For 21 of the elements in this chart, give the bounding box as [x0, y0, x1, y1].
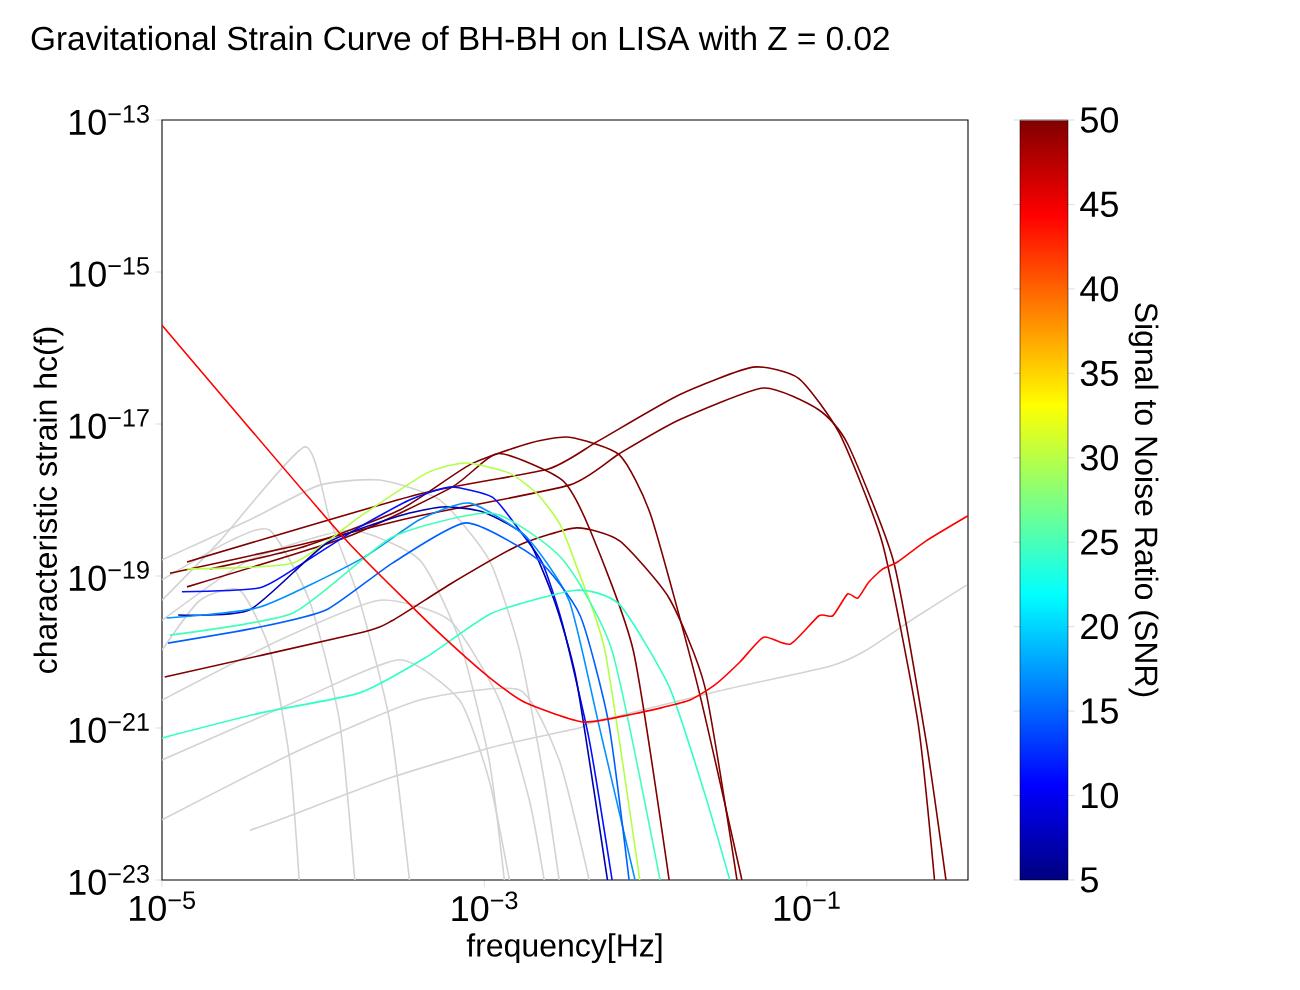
y-axis-title: characteristic strain hc(f): [33, 327, 64, 673]
color-bar-label: 20: [1081, 613, 1118, 640]
x-tick-label: 10$^{−3}$: [452, 891, 518, 922]
x-tick-label: 10$^{−1}$: [774, 891, 840, 922]
y-tick-label: 10$^{−17}$: [69, 409, 149, 439]
chart-title: Gravitational Strain Curve of BH-BH on LISA with Z = 0.02: [31, 25, 889, 51]
y-tick-label: 10$^{−19}$: [69, 561, 149, 592]
y-tick-label: 10$^{−21}$: [69, 713, 149, 744]
color-bar-label: 30: [1080, 445, 1118, 471]
color-bar-label: 15: [1082, 698, 1118, 724]
color-bar-title: Signal to Noise Ratio (SNR): [1128, 303, 1159, 697]
color-bar-label: 25: [1081, 529, 1118, 555]
y-tick-label: 10$^{−13}$: [69, 105, 149, 136]
color-bar-label: 40: [1080, 276, 1118, 302]
x-axis-title: frequency[Hz]: [466, 933, 662, 964]
y-tick-label: 10$^{−15}$: [69, 257, 149, 287]
color-bar-label: 45: [1080, 191, 1118, 217]
color-bar-label: 35: [1080, 360, 1118, 387]
color-bar-label: 50: [1080, 107, 1118, 133]
color-bar-label: 10: [1082, 782, 1118, 809]
color-bar-label: 5: [1080, 867, 1098, 893]
